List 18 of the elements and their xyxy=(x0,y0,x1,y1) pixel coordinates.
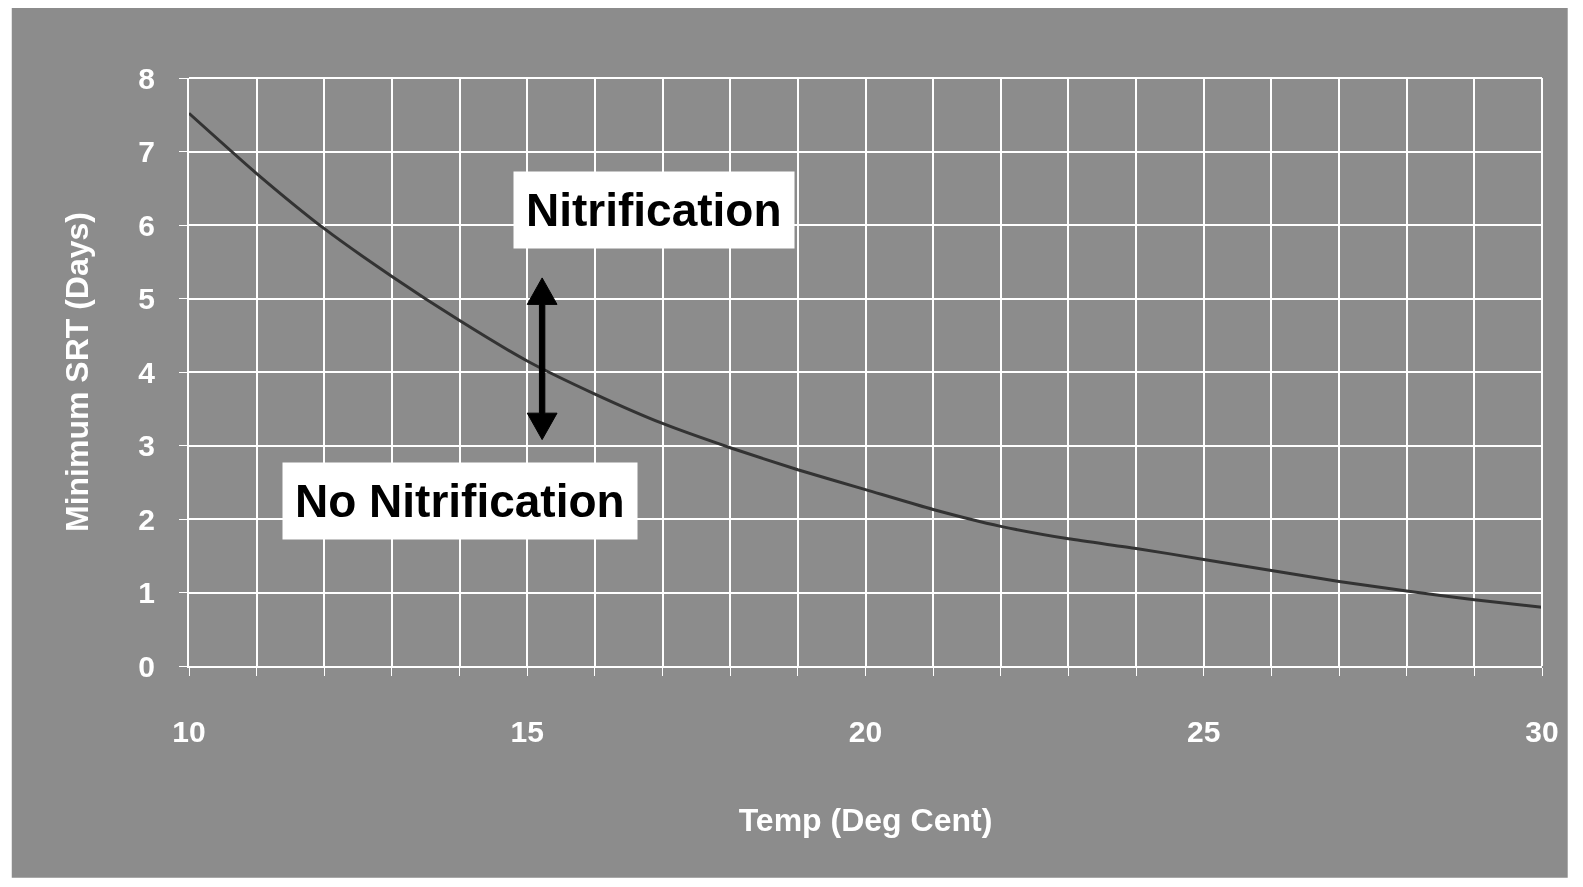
y-tick-label: 8 xyxy=(138,61,155,95)
y-tick-label: 7 xyxy=(138,135,155,168)
y-tick-label: 4 xyxy=(138,355,156,389)
annotation: Nitrification xyxy=(526,184,782,236)
y-axis-title: Minimum SRT (Days) xyxy=(59,211,96,533)
y-tick-label: 0 xyxy=(138,649,155,683)
y-tick-label: 2 xyxy=(138,502,155,536)
x-tick-label: 10 xyxy=(172,715,206,748)
x-tick-label: 20 xyxy=(848,715,883,748)
y-tick-label: 5 xyxy=(138,282,155,315)
x-tick-label: 15 xyxy=(510,715,544,748)
y-tick-label: 1 xyxy=(138,576,155,609)
x-tick-label: 30 xyxy=(1525,715,1559,748)
x-axis-title: Temp (Deg Cent) xyxy=(738,802,993,839)
y-tick-label: 6 xyxy=(138,208,155,242)
annotation: No Nitrification xyxy=(295,475,625,527)
y-tick-label: 3 xyxy=(138,429,155,462)
x-tick-label: 25 xyxy=(1187,715,1221,748)
